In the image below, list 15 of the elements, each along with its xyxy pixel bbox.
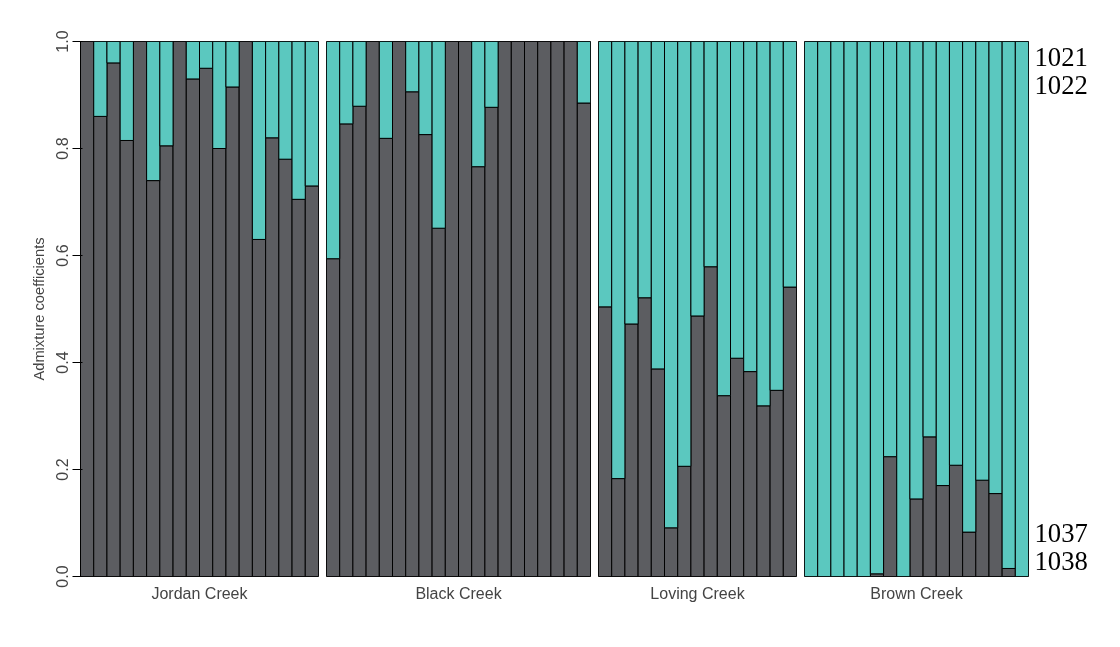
y-tick-label: 0.4 (53, 351, 71, 374)
y-axis-title: Admixture coefficients (30, 237, 47, 381)
y-tick-label: 1.0 (53, 30, 71, 53)
x-axis-title: Loving Creek (650, 584, 746, 602)
x-axis-title: Brown Creek (870, 584, 964, 602)
y-tick-label: 0.6 (53, 244, 71, 267)
y-tick-label: 0.2 (53, 458, 71, 481)
text: 1021 (1034, 42, 1088, 73)
text: 1038 (1034, 545, 1088, 576)
y-tick-label: 0.8 (53, 137, 71, 160)
text: 1037 (1034, 517, 1088, 548)
x-axis-title: Black Creek (415, 584, 503, 602)
text: 1022 (1034, 70, 1088, 101)
x-axis-title: Jordan Creek (151, 584, 249, 602)
y-tick-label: 0.0 (53, 565, 71, 588)
